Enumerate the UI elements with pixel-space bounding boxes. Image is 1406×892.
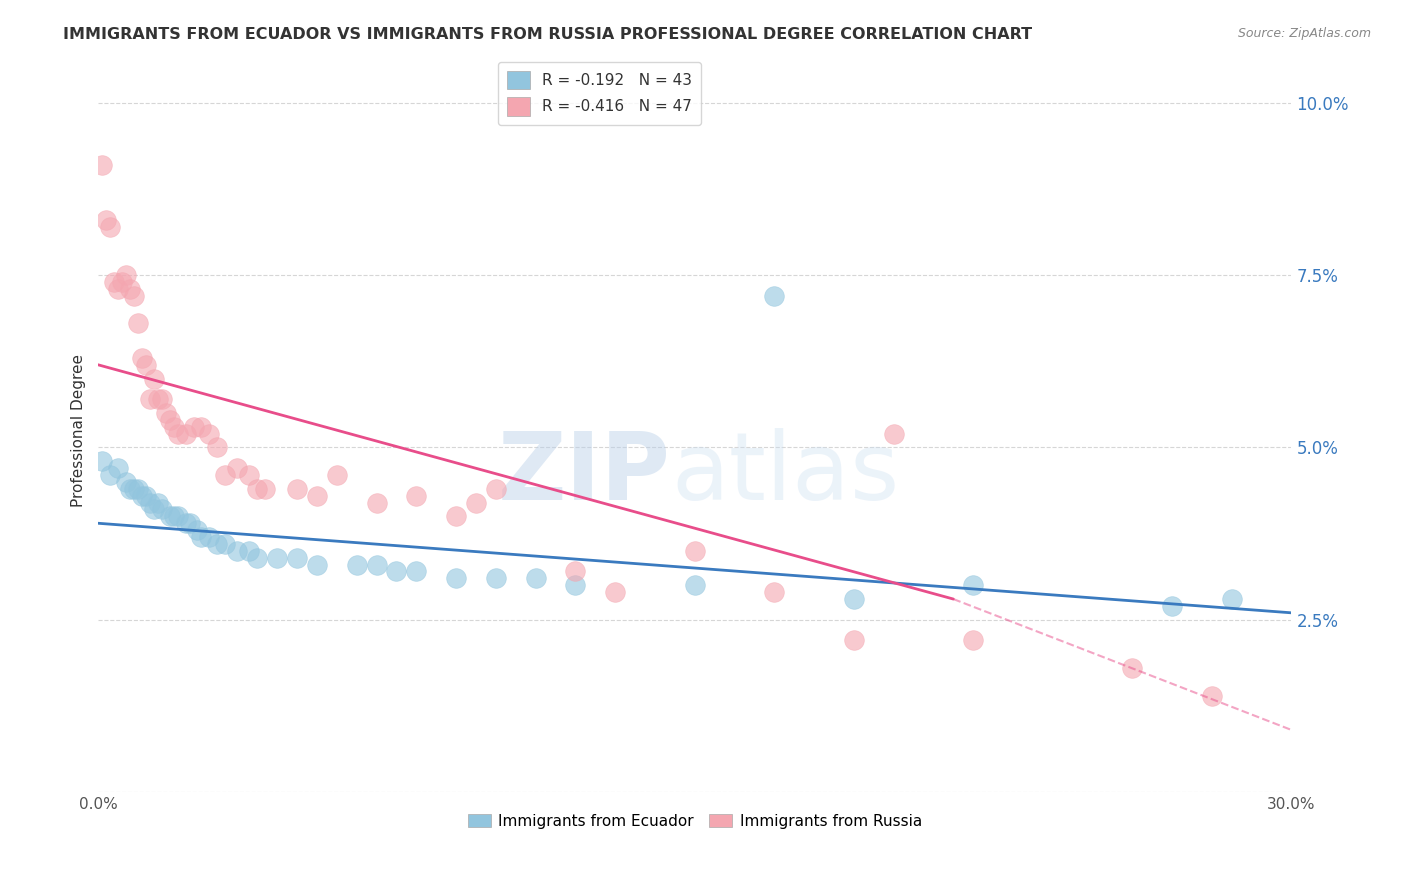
Point <box>842 633 865 648</box>
Point <box>146 392 169 407</box>
Point <box>246 550 269 565</box>
Point <box>962 578 984 592</box>
Point <box>238 544 260 558</box>
Text: Source: ZipAtlas.com: Source: ZipAtlas.com <box>1237 27 1371 40</box>
Point <box>524 571 547 585</box>
Point <box>198 426 221 441</box>
Point <box>150 502 173 516</box>
Legend: Immigrants from Ecuador, Immigrants from Russia: Immigrants from Ecuador, Immigrants from… <box>461 807 928 835</box>
Point <box>135 358 157 372</box>
Point <box>1161 599 1184 613</box>
Point <box>962 633 984 648</box>
Point <box>465 495 488 509</box>
Point <box>405 565 427 579</box>
Point <box>183 419 205 434</box>
Point <box>190 530 212 544</box>
Point <box>118 482 141 496</box>
Point <box>444 509 467 524</box>
Point <box>366 558 388 572</box>
Point <box>238 468 260 483</box>
Point <box>159 413 181 427</box>
Point <box>135 489 157 503</box>
Point <box>98 219 121 234</box>
Point <box>564 578 586 592</box>
Point <box>142 502 165 516</box>
Point <box>485 571 508 585</box>
Point <box>226 544 249 558</box>
Point <box>842 592 865 607</box>
Y-axis label: Professional Degree: Professional Degree <box>72 354 86 507</box>
Point <box>94 213 117 227</box>
Point <box>146 495 169 509</box>
Text: IMMIGRANTS FROM ECUADOR VS IMMIGRANTS FROM RUSSIA PROFESSIONAL DEGREE CORRELATIO: IMMIGRANTS FROM ECUADOR VS IMMIGRANTS FR… <box>63 27 1032 42</box>
Point <box>285 550 308 565</box>
Point <box>186 523 208 537</box>
Point <box>226 461 249 475</box>
Point <box>179 516 201 531</box>
Point <box>285 482 308 496</box>
Text: atlas: atlas <box>671 427 898 520</box>
Point <box>103 275 125 289</box>
Point <box>305 558 328 572</box>
Point <box>142 371 165 385</box>
Point <box>122 482 145 496</box>
Point <box>214 468 236 483</box>
Point <box>207 441 229 455</box>
Point <box>166 509 188 524</box>
Point <box>346 558 368 572</box>
Point <box>214 537 236 551</box>
Point <box>246 482 269 496</box>
Point <box>111 275 134 289</box>
Point <box>683 578 706 592</box>
Point <box>122 289 145 303</box>
Point <box>385 565 408 579</box>
Point <box>166 426 188 441</box>
Point <box>127 317 149 331</box>
Point <box>162 419 184 434</box>
Point <box>190 419 212 434</box>
Point <box>127 482 149 496</box>
Point <box>763 289 786 303</box>
Point <box>107 461 129 475</box>
Point <box>131 351 153 365</box>
Point <box>118 282 141 296</box>
Point <box>564 565 586 579</box>
Point <box>139 495 162 509</box>
Point <box>763 585 786 599</box>
Point <box>1201 689 1223 703</box>
Point <box>485 482 508 496</box>
Text: ZIP: ZIP <box>498 427 671 520</box>
Point <box>107 282 129 296</box>
Point <box>174 516 197 531</box>
Point <box>159 509 181 524</box>
Point <box>91 454 114 468</box>
Point <box>131 489 153 503</box>
Point <box>254 482 277 496</box>
Point <box>883 426 905 441</box>
Point <box>305 489 328 503</box>
Point <box>91 158 114 172</box>
Point <box>444 571 467 585</box>
Point <box>198 530 221 544</box>
Point <box>683 544 706 558</box>
Point <box>366 495 388 509</box>
Point <box>174 426 197 441</box>
Point <box>155 406 177 420</box>
Point <box>1220 592 1243 607</box>
Point <box>1121 661 1143 675</box>
Point <box>98 468 121 483</box>
Point <box>162 509 184 524</box>
Point <box>115 475 138 489</box>
Point <box>150 392 173 407</box>
Point <box>115 268 138 283</box>
Point <box>139 392 162 407</box>
Point <box>266 550 288 565</box>
Point <box>405 489 427 503</box>
Point <box>605 585 627 599</box>
Point <box>325 468 347 483</box>
Point <box>207 537 229 551</box>
